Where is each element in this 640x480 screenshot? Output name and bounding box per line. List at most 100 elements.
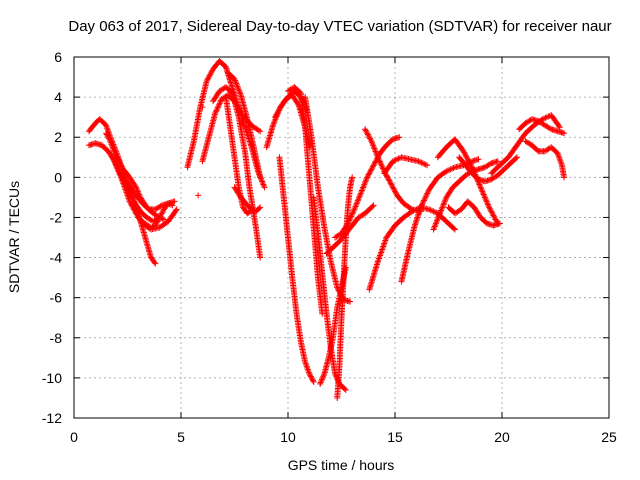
- data-point: [111, 160, 118, 167]
- data-point: [422, 193, 429, 200]
- data-point: [156, 214, 163, 221]
- data-point: [309, 377, 316, 384]
- data-point: [488, 208, 495, 215]
- data-point: [104, 132, 111, 139]
- data-point: [415, 158, 422, 165]
- data-point: [261, 184, 268, 191]
- data-point: [440, 201, 447, 208]
- data-point: [132, 183, 139, 190]
- grid: [74, 57, 609, 418]
- data-point: [356, 194, 363, 201]
- data-point: [396, 134, 403, 141]
- data-point: [429, 207, 436, 214]
- y-tick-label: 4: [54, 89, 62, 105]
- data-point: [480, 191, 487, 198]
- data-point: [409, 208, 416, 215]
- data-point: [494, 158, 501, 165]
- data-point: [491, 213, 498, 220]
- data-point: [419, 200, 426, 207]
- data-point: [160, 216, 167, 223]
- data-point: [485, 202, 492, 209]
- data-point: [367, 167, 374, 174]
- data-point: [370, 144, 377, 151]
- series-track: [276, 154, 317, 385]
- data-point: [487, 161, 494, 168]
- data-point: [431, 225, 438, 232]
- data-point: [270, 120, 277, 127]
- y-tick-label: -8: [50, 330, 63, 346]
- data-point: [117, 172, 124, 179]
- data-point: [374, 152, 381, 159]
- data-point: [449, 165, 456, 172]
- data-point: [154, 218, 161, 225]
- data-point: [169, 202, 176, 209]
- data-point: [308, 374, 315, 381]
- data-point: [232, 78, 239, 85]
- x-tick-label: 25: [601, 429, 617, 445]
- data-point: [484, 200, 491, 207]
- data-point: [116, 170, 123, 177]
- data-point: [466, 160, 473, 167]
- data-point: [461, 150, 468, 157]
- data-point: [172, 207, 179, 214]
- data-point: [358, 188, 365, 195]
- data-point: [360, 184, 367, 191]
- y-tick-label: 6: [54, 49, 62, 65]
- data-point: [307, 372, 314, 379]
- data-point: [418, 159, 425, 166]
- data-point: [350, 207, 357, 214]
- data-point: [438, 207, 445, 214]
- data-point: [362, 178, 369, 185]
- data-point: [434, 216, 441, 223]
- series-track: [248, 142, 255, 149]
- axis-ticks: 0 5 10 15 20 25 -12 -10 -8 -6 -4 -2 0 2 4 6: [42, 49, 617, 445]
- x-tick-label: 5: [177, 429, 185, 445]
- data-point: [353, 202, 360, 209]
- data-point: [373, 149, 380, 156]
- data-point: [171, 198, 178, 205]
- data-point: [258, 177, 265, 184]
- data-point: [272, 112, 279, 119]
- data-point: [111, 150, 118, 157]
- data-point: [484, 201, 491, 208]
- data-point: [110, 157, 117, 164]
- data-point: [318, 376, 325, 383]
- data-point: [420, 198, 427, 205]
- data-point: [205, 75, 212, 82]
- data-point: [199, 104, 206, 111]
- data-point: [376, 158, 383, 165]
- data-point: [318, 378, 325, 385]
- data-point: [105, 134, 112, 141]
- data-point: [437, 208, 444, 215]
- data-point: [214, 104, 221, 111]
- data-point: [395, 155, 402, 162]
- data-point: [370, 142, 377, 149]
- data-point: [392, 188, 398, 195]
- data-point: [432, 220, 439, 227]
- data-point: [356, 193, 363, 200]
- data-point: [480, 190, 487, 197]
- data-point: [492, 216, 499, 223]
- series-track: [430, 158, 501, 233]
- series-track: [120, 174, 178, 213]
- data-point: [129, 203, 136, 210]
- data-point: [350, 209, 357, 216]
- data-point: [462, 152, 469, 159]
- data-point: [438, 206, 445, 213]
- data-point: [362, 126, 369, 133]
- data-point: [235, 86, 242, 93]
- data-point: [296, 89, 303, 96]
- data-point: [489, 211, 496, 218]
- data-point: [110, 155, 117, 162]
- data-point: [307, 373, 314, 380]
- data-point: [362, 127, 369, 134]
- data-point: [431, 223, 438, 230]
- data-point: [233, 81, 240, 88]
- data-point: [342, 386, 349, 393]
- data-point: [149, 223, 156, 230]
- data-point: [490, 212, 497, 219]
- data-point: [276, 106, 283, 113]
- data-point: [257, 174, 264, 181]
- data-point: [441, 198, 448, 205]
- data-point: [257, 254, 264, 261]
